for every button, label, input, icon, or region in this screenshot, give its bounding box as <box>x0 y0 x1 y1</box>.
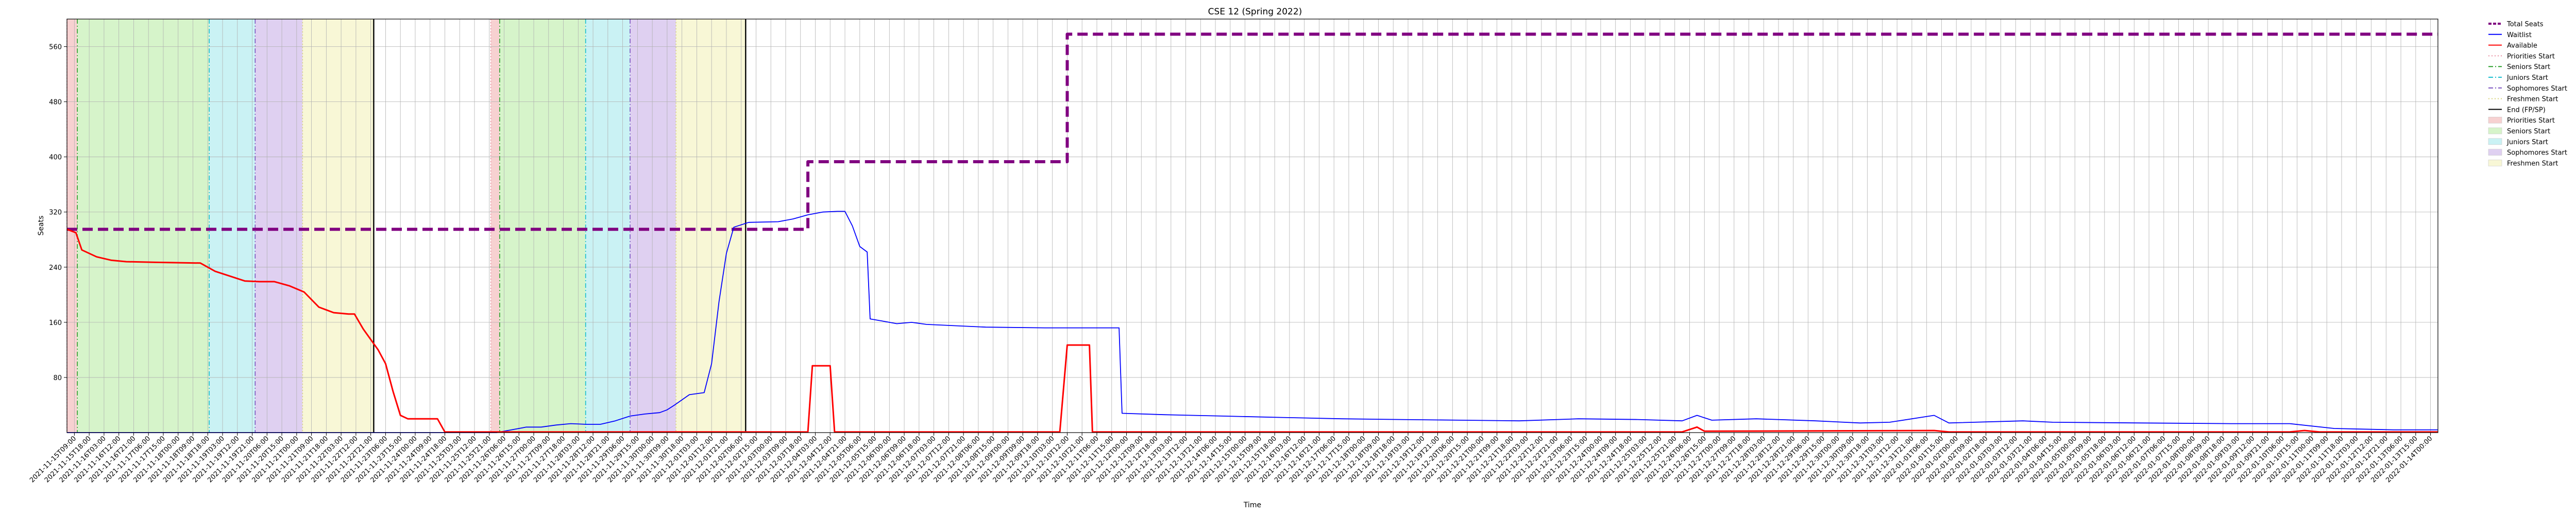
series-line-waitlist <box>67 211 2438 433</box>
shaded-region-0 <box>67 19 78 433</box>
legend-label-2: Available <box>2507 42 2537 50</box>
grid <box>67 19 2438 433</box>
y-axis-label: Seats <box>37 216 45 236</box>
legend-label-7: Freshmen Start <box>2507 96 2558 104</box>
series-lines <box>66 32 2438 433</box>
y-tick-label-0: 80 <box>53 374 62 382</box>
y-tick-label-3: 320 <box>49 209 62 217</box>
legend-label-5: Juniors Start <box>2506 74 2548 82</box>
shaded-region-6 <box>499 19 586 433</box>
shaded-region-1 <box>77 19 210 433</box>
x-axis-ticks: 2021-11-15T09:002021-11-15T18:002021-11-… <box>28 433 2434 484</box>
y-tick-label-6: 560 <box>49 44 62 52</box>
plot-frame <box>66 19 2438 433</box>
legend-label-10: Seniors Start <box>2507 128 2550 135</box>
shaded-regions <box>67 19 746 433</box>
legend-label-4: Seniors Start <box>2507 63 2550 71</box>
legend-swatch-10 <box>2488 127 2502 134</box>
series-line-available <box>66 228 2438 433</box>
legend-label-0: Total Seats <box>2506 21 2544 28</box>
x-axis-label: Time <box>1243 501 1261 509</box>
legend-label-1: Waitlist <box>2507 31 2532 39</box>
legend-label-8: End (FP/SP) <box>2507 106 2546 114</box>
legend-swatch-13 <box>2488 160 2502 166</box>
legend-label-9: Priorities Start <box>2507 117 2555 125</box>
shaded-region-2 <box>209 19 256 433</box>
shaded-region-9 <box>676 19 746 433</box>
legend-label-11: Juniors Start <box>2506 139 2548 146</box>
y-tick-label-5: 480 <box>49 99 62 107</box>
series-line-total-seats <box>67 32 2438 231</box>
shaded-region-5 <box>490 19 500 433</box>
chart-title: CSE 12 (Spring 2022) <box>1208 7 1302 17</box>
legend-label-6: Sophomores Start <box>2507 85 2567 93</box>
legend-label-13: Freshmen Start <box>2507 160 2558 167</box>
y-axis-ticks: 80 160 240 320 400 480 560 <box>49 44 67 382</box>
legend-swatch-12 <box>2488 149 2502 156</box>
y-tick-label-2: 240 <box>49 264 62 272</box>
legend-label-12: Sophomores Start <box>2507 149 2567 157</box>
shaded-region-8 <box>630 19 676 433</box>
y-tick-label-4: 400 <box>49 154 62 162</box>
legend-label-3: Priorities Start <box>2507 53 2555 60</box>
legend-swatch-11 <box>2488 138 2502 145</box>
legend: Total Seats Waitlist Available Priorities S… <box>2488 21 2567 167</box>
legend-swatch-9 <box>2488 116 2502 124</box>
y-tick-label-1: 160 <box>49 319 62 327</box>
shaded-region-3 <box>255 19 303 433</box>
shaded-region-4 <box>302 19 374 433</box>
